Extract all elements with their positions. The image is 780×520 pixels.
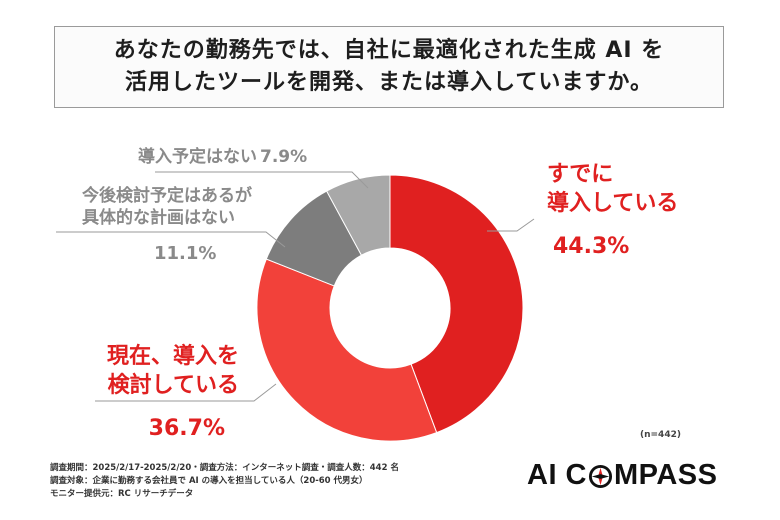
logo-text-end: MPASS	[614, 458, 718, 491]
slice-label-4-line-1: 導入予定はない	[138, 146, 257, 167]
leader-line-3	[56, 231, 286, 248]
leader-line-4	[155, 171, 369, 189]
title-line-1: あなたの勤務先では、自社に最適化された生成 AI を	[113, 38, 665, 63]
sample-size: (n=442)	[640, 430, 681, 440]
donut-slice-2	[256, 258, 438, 442]
donut-slice-4	[325, 174, 391, 256]
footer-line-3: モニター提供元：RC リサーチデータ	[50, 489, 194, 499]
slice-value-1: 44.3%	[553, 234, 629, 259]
compass-icon	[588, 464, 613, 488]
slice-value-3: 11.1%	[154, 243, 216, 264]
slice-label-1-line-1: すでに	[547, 162, 613, 187]
slice-label-1-line-2: 導入している	[547, 190, 678, 216]
title-line-2: 活用したツールを開発、または導入していますか。	[125, 70, 653, 95]
slice-label-3-line-2: 具体的な計画はない	[81, 207, 235, 228]
slice-label-3-line-1: 今後検討予定はあるが	[82, 185, 252, 206]
leader-line-2	[95, 383, 277, 402]
slice-value-4: 7.9%	[260, 147, 307, 167]
survey-footer: 調査期間：2025/2/17-2025/2/20・調査方法：インターネット調査・…	[50, 462, 399, 501]
ai-compass-logo: AI C MPASS	[527, 458, 717, 492]
slice-value-2: 36.7%	[149, 416, 225, 441]
footer-line-1: 調査期間：2025/2/17-2025/2/20・調査方法：インターネット調査・…	[50, 463, 399, 473]
leader-line-1	[487, 218, 535, 232]
footer-line-2: 調査対象：企業に勤務する会社員で AI の導入を担当している人（20-60 代男…	[50, 476, 368, 486]
title-box: あなたの勤務先では、自社に最適化された生成 AI を 活用したツールを開発、また…	[54, 26, 724, 108]
slice-label-2-line-2: 検討している	[108, 372, 239, 398]
slice-label-2-line-1: 現在、導入を	[107, 343, 239, 369]
logo-text-start: AI C	[527, 458, 587, 491]
donut-slice-1	[389, 174, 524, 434]
